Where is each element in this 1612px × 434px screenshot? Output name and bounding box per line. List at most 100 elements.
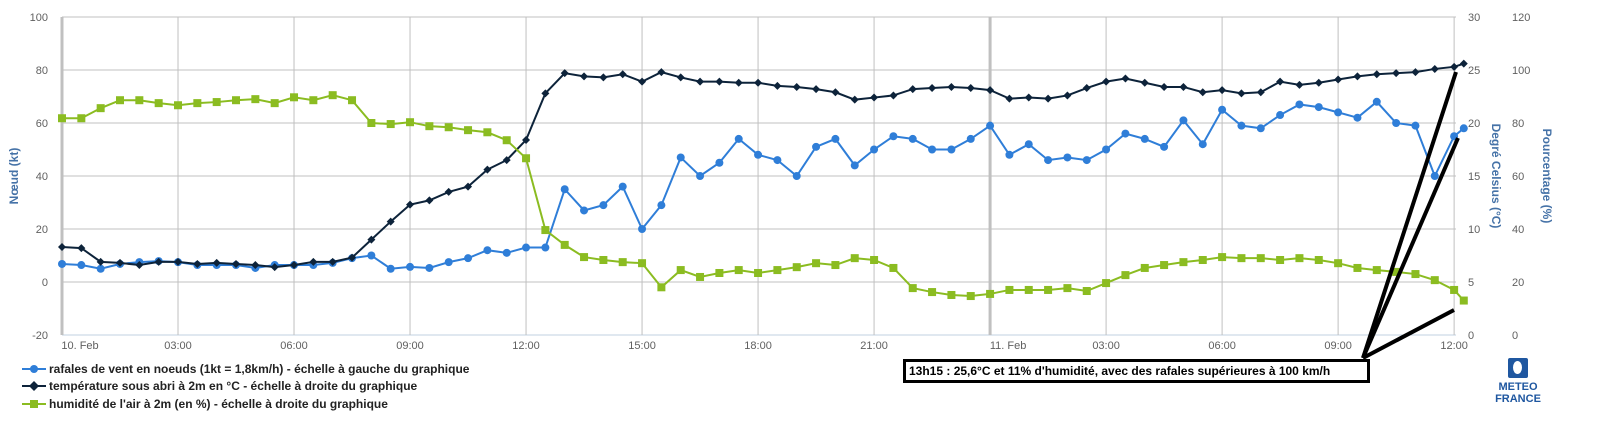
data-point (734, 134, 743, 143)
data-point (444, 123, 453, 132)
data-point (522, 135, 531, 144)
data-point (657, 68, 666, 77)
data-point (676, 266, 685, 275)
data-point (251, 261, 260, 270)
data-point (1411, 68, 1420, 77)
data-point (367, 119, 376, 127)
data-point (1121, 74, 1130, 83)
data-point (966, 292, 975, 301)
data-point (1276, 256, 1285, 265)
left-axis-tick: -20 (32, 330, 48, 342)
data-point (1276, 77, 1285, 86)
data-point (831, 134, 840, 143)
data-point (1121, 129, 1130, 138)
data-point (754, 150, 763, 159)
data-point (696, 272, 705, 281)
data-point (638, 259, 647, 268)
legend-item-wind-gusts[interactable]: rafales de vent en noeuds (1kt = 1,8km/h… (22, 361, 469, 377)
data-point (425, 122, 434, 131)
celsius-axis-tick: 10 (1468, 224, 1480, 236)
data-point (1237, 89, 1246, 98)
data-point (1276, 111, 1285, 120)
data-point (850, 161, 859, 170)
data-point (1005, 94, 1014, 103)
data-point (1459, 296, 1468, 305)
data-point (831, 261, 840, 270)
data-point (1179, 116, 1188, 125)
data-point (889, 91, 898, 100)
annotation-pointer-line (1362, 308, 1455, 360)
data-point (502, 248, 511, 257)
data-point (1160, 261, 1169, 270)
data-point (96, 257, 105, 266)
data-point (1430, 64, 1439, 73)
data-point (96, 264, 105, 273)
data-point (502, 136, 511, 145)
data-point (792, 82, 801, 91)
x-tick-label: 06:00 (280, 340, 308, 352)
data-point (657, 283, 666, 292)
data-point (1179, 258, 1188, 267)
legend-label: rafales de vent en noeuds (1kt = 1,8km/h… (49, 362, 470, 376)
data-point (1295, 80, 1304, 89)
data-point (928, 84, 937, 93)
data-point (1372, 266, 1381, 275)
data-point (154, 257, 163, 266)
x-tick-label: 21:00 (860, 340, 888, 352)
legend-item-temperature[interactable]: température sous abri à 2m en °C - échel… (22, 378, 417, 394)
data-point (1334, 259, 1343, 268)
data-point (1140, 134, 1149, 143)
data-point (638, 77, 647, 86)
data-point (1430, 172, 1439, 180)
data-point (580, 206, 589, 215)
data-point (908, 134, 917, 143)
data-point (1334, 75, 1343, 84)
x-tick-label: 15:00 (628, 340, 656, 352)
data-point (696, 172, 705, 180)
data-point (406, 262, 415, 271)
data-point (773, 81, 782, 90)
data-point (1102, 279, 1111, 288)
legend-item-humidity[interactable]: humidité de l'air à 2m (en %) - échelle … (22, 396, 388, 412)
data-point (309, 96, 318, 105)
data-point (1063, 153, 1072, 162)
data-point (406, 118, 415, 127)
data-point (1411, 121, 1420, 130)
diamond-marker-icon (22, 381, 46, 391)
data-point (657, 201, 666, 210)
data-point (251, 95, 260, 104)
data-point (270, 263, 279, 272)
data-point (1198, 140, 1207, 149)
left-axis-tick: 40 (36, 171, 48, 183)
data-point (560, 240, 569, 249)
logo-line2: FRANCE (1495, 393, 1541, 405)
celsius-axis-tick: 30 (1468, 12, 1480, 24)
data-point (715, 77, 724, 86)
data-point (1218, 105, 1227, 114)
data-point (676, 73, 685, 82)
data-point (444, 187, 453, 196)
x-tick-label: 09:00 (396, 340, 424, 352)
data-point (850, 95, 859, 104)
data-point (1314, 256, 1323, 265)
data-point (116, 96, 125, 105)
celsius-axis-tick: 20 (1468, 118, 1480, 130)
data-point (541, 89, 550, 98)
data-point (290, 93, 299, 102)
data-point (483, 246, 492, 255)
data-point (947, 82, 956, 91)
data-point (947, 290, 956, 299)
data-point (986, 289, 995, 298)
data-point (560, 185, 569, 194)
meteo-france-logo-icon (1508, 358, 1528, 378)
data-point (522, 154, 531, 163)
data-point (425, 196, 434, 205)
data-point (212, 258, 221, 267)
celsius-axis-tick: 25 (1468, 65, 1480, 77)
legend-label: température sous abri à 2m en °C - échel… (49, 379, 418, 393)
data-point (1450, 62, 1459, 71)
data-point (135, 261, 144, 270)
square-marker-icon (22, 400, 46, 408)
data-point (328, 257, 337, 266)
